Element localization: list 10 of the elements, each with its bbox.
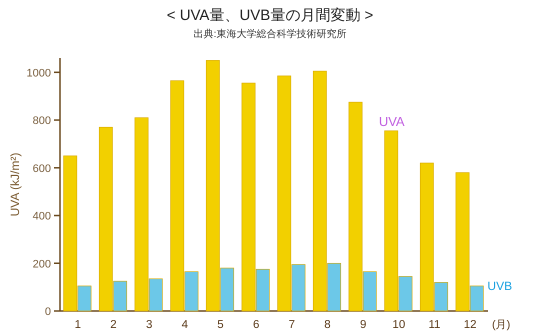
x-axis-title: (月)	[492, 319, 510, 331]
chart-subtitle: 出典:東海大学総合科学技術研究所	[194, 28, 346, 40]
y-tick-label: 600	[32, 162, 51, 175]
y-tick-label: 800	[32, 115, 51, 128]
y-tick-label: 0	[44, 306, 51, 318]
y-axis-title: UVA (kJ/m²)	[8, 152, 22, 216]
y-tick-label: 200	[32, 258, 51, 270]
chart-title: < UVA量、UVB量の月間変動 >	[166, 7, 374, 24]
y-tick-label: 1000	[26, 67, 51, 80]
y-tick-label: 400	[32, 210, 51, 223]
